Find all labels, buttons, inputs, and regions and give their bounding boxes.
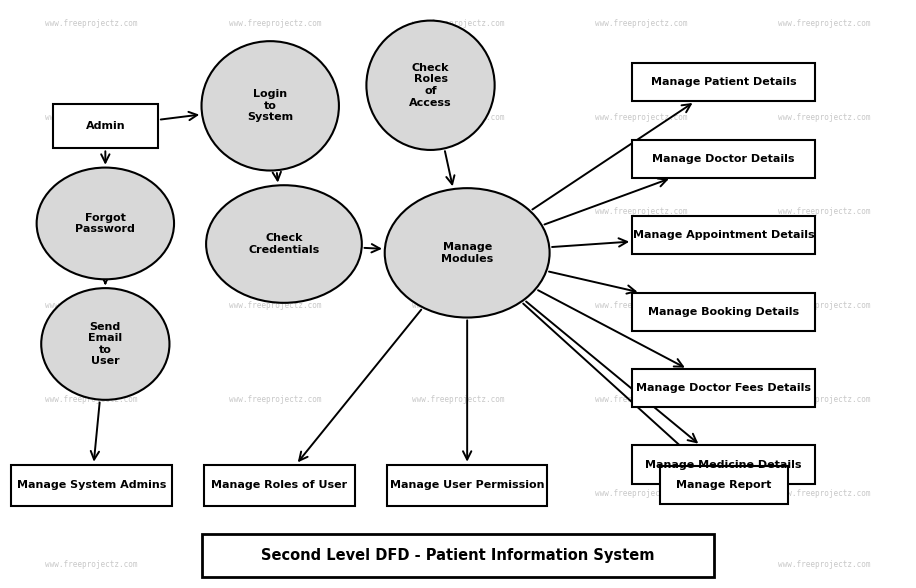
Ellipse shape: [385, 188, 550, 318]
Text: www.freeprojectz.com: www.freeprojectz.com: [46, 207, 137, 216]
Text: Manage System Admins: Manage System Admins: [16, 480, 167, 490]
Text: www.freeprojectz.com: www.freeprojectz.com: [595, 395, 687, 405]
Text: Manage Doctor Fees Details: Manage Doctor Fees Details: [636, 383, 812, 393]
Text: www.freeprojectz.com: www.freeprojectz.com: [229, 560, 321, 569]
FancyBboxPatch shape: [632, 293, 815, 330]
Text: www.freeprojectz.com: www.freeprojectz.com: [412, 560, 504, 569]
Text: www.freeprojectz.com: www.freeprojectz.com: [412, 395, 504, 405]
Text: www.freeprojectz.com: www.freeprojectz.com: [779, 395, 870, 405]
Text: Manage Patient Details: Manage Patient Details: [651, 77, 796, 88]
Text: www.freeprojectz.com: www.freeprojectz.com: [779, 113, 870, 122]
Text: www.freeprojectz.com: www.freeprojectz.com: [595, 113, 687, 122]
Text: www.freeprojectz.com: www.freeprojectz.com: [412, 301, 504, 310]
Text: Check
Credentials: Check Credentials: [248, 233, 320, 255]
Text: Manage Medicine Details: Manage Medicine Details: [646, 459, 802, 470]
Text: www.freeprojectz.com: www.freeprojectz.com: [229, 395, 321, 405]
Text: Second Level DFD - Patient Information System: Second Level DFD - Patient Information S…: [261, 548, 655, 563]
Ellipse shape: [37, 168, 174, 279]
Ellipse shape: [41, 288, 169, 400]
Text: www.freeprojectz.com: www.freeprojectz.com: [46, 19, 137, 28]
Text: www.freeprojectz.com: www.freeprojectz.com: [779, 19, 870, 28]
Text: www.freeprojectz.com: www.freeprojectz.com: [229, 301, 321, 310]
FancyBboxPatch shape: [632, 369, 815, 407]
Text: Send
Email
to
User: Send Email to User: [88, 322, 123, 366]
Text: www.freeprojectz.com: www.freeprojectz.com: [779, 489, 870, 499]
Text: www.freeprojectz.com: www.freeprojectz.com: [779, 301, 870, 310]
Text: www.freeprojectz.com: www.freeprojectz.com: [595, 489, 687, 499]
Text: www.freeprojectz.com: www.freeprojectz.com: [46, 301, 137, 310]
Text: www.freeprojectz.com: www.freeprojectz.com: [595, 560, 687, 569]
FancyBboxPatch shape: [632, 446, 815, 483]
FancyBboxPatch shape: [660, 466, 788, 505]
FancyBboxPatch shape: [202, 534, 714, 577]
Text: www.freeprojectz.com: www.freeprojectz.com: [595, 19, 687, 28]
Text: www.freeprojectz.com: www.freeprojectz.com: [46, 489, 137, 499]
FancyBboxPatch shape: [52, 105, 158, 148]
Text: Manage
Modules: Manage Modules: [441, 242, 494, 263]
Ellipse shape: [206, 185, 362, 303]
Text: www.freeprojectz.com: www.freeprojectz.com: [412, 489, 504, 499]
Text: www.freeprojectz.com: www.freeprojectz.com: [46, 113, 137, 122]
Text: www.freeprojectz.com: www.freeprojectz.com: [779, 560, 870, 569]
Text: www.freeprojectz.com: www.freeprojectz.com: [595, 301, 687, 310]
Text: Manage Report: Manage Report: [676, 480, 771, 490]
Text: www.freeprojectz.com: www.freeprojectz.com: [412, 19, 504, 28]
FancyBboxPatch shape: [632, 63, 815, 102]
Text: Forgot
Password: Forgot Password: [75, 213, 136, 234]
Text: Manage Booking Details: Manage Booking Details: [649, 306, 799, 317]
Text: www.freeprojectz.com: www.freeprojectz.com: [46, 560, 137, 569]
Text: www.freeprojectz.com: www.freeprojectz.com: [229, 113, 321, 122]
FancyBboxPatch shape: [203, 465, 354, 506]
Text: www.freeprojectz.com: www.freeprojectz.com: [779, 207, 870, 216]
Text: www.freeprojectz.com: www.freeprojectz.com: [229, 489, 321, 499]
Text: Manage Doctor Details: Manage Doctor Details: [652, 153, 795, 164]
FancyBboxPatch shape: [387, 465, 547, 506]
Ellipse shape: [366, 21, 495, 150]
Ellipse shape: [202, 41, 339, 171]
Text: Login
to
System: Login to System: [247, 89, 293, 122]
Text: Manage User Permission: Manage User Permission: [390, 480, 544, 490]
Text: Check
Roles
of
Access: Check Roles of Access: [409, 63, 452, 108]
Text: www.freeprojectz.com: www.freeprojectz.com: [412, 207, 504, 216]
Text: www.freeprojectz.com: www.freeprojectz.com: [229, 19, 321, 28]
Text: www.freeprojectz.com: www.freeprojectz.com: [46, 395, 137, 405]
Text: Admin: Admin: [85, 121, 125, 132]
Text: www.freeprojectz.com: www.freeprojectz.com: [595, 207, 687, 216]
Text: www.freeprojectz.com: www.freeprojectz.com: [412, 113, 504, 122]
Text: www.freeprojectz.com: www.freeprojectz.com: [229, 207, 321, 216]
FancyBboxPatch shape: [632, 216, 815, 254]
FancyBboxPatch shape: [632, 140, 815, 178]
FancyBboxPatch shape: [12, 465, 172, 506]
Text: Manage Roles of User: Manage Roles of User: [212, 480, 347, 490]
Text: Manage Appointment Details: Manage Appointment Details: [633, 230, 814, 240]
